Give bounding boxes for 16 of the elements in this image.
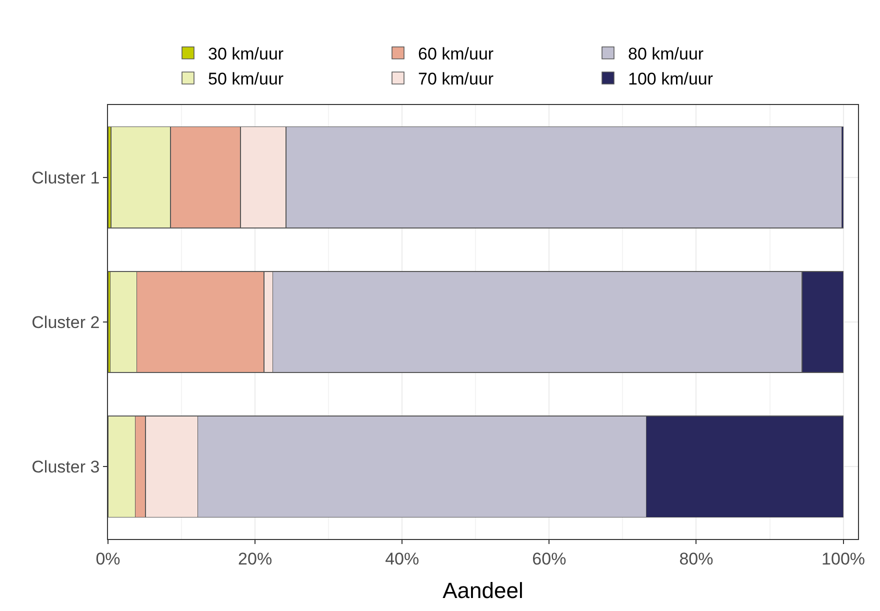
legend-label: 100 km/uur [628,70,714,89]
legend-label: 30 km/uur [208,44,284,64]
x-axis-title: Aandeel [442,578,524,604]
x-tick-label: 80% [679,549,714,568]
legend-label: 50 km/uur [208,70,284,89]
x-tick-label: 40% [385,549,420,568]
x-tick-label: 20% [238,549,272,568]
legend-label: 70 km/uur [418,70,494,89]
y-tick-label: Cluster 3 [32,458,100,477]
legend-label: 80 km/uur [628,44,704,64]
x-tick-label: 60% [532,549,566,568]
y-tick-label: Cluster 2 [32,312,100,332]
y-tick-label: Cluster 1 [32,168,100,188]
x-tick-label: 100% [822,549,866,568]
legend-label: 60 km/uur [418,44,494,64]
x-tick-label: 0% [96,549,120,568]
